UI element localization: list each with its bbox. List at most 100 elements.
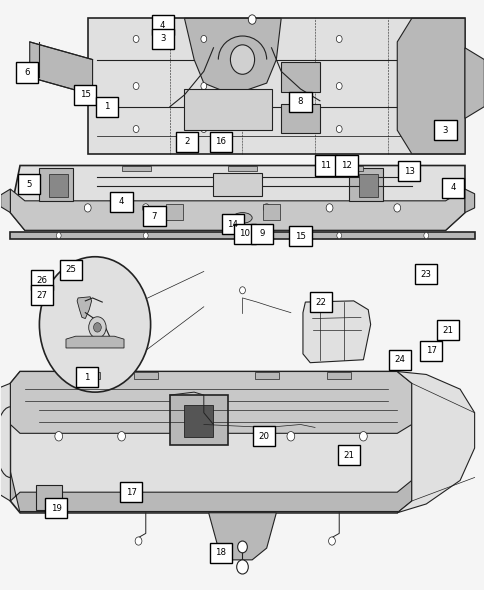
FancyBboxPatch shape xyxy=(250,224,272,244)
Circle shape xyxy=(135,537,142,545)
Polygon shape xyxy=(396,18,464,154)
Text: 23: 23 xyxy=(420,270,431,279)
FancyBboxPatch shape xyxy=(17,174,40,194)
FancyBboxPatch shape xyxy=(143,206,165,226)
Text: 12: 12 xyxy=(340,161,351,170)
Text: 17: 17 xyxy=(125,488,136,497)
Polygon shape xyxy=(0,189,10,212)
Circle shape xyxy=(239,287,245,294)
Circle shape xyxy=(56,232,61,238)
FancyBboxPatch shape xyxy=(121,166,151,171)
Circle shape xyxy=(287,431,294,441)
Text: 9: 9 xyxy=(258,230,264,238)
FancyBboxPatch shape xyxy=(221,214,243,234)
Polygon shape xyxy=(184,18,281,95)
Circle shape xyxy=(118,431,125,441)
FancyBboxPatch shape xyxy=(213,172,261,196)
FancyBboxPatch shape xyxy=(151,15,173,35)
Polygon shape xyxy=(10,471,411,513)
Text: 16: 16 xyxy=(215,137,226,146)
FancyBboxPatch shape xyxy=(434,120,456,140)
FancyBboxPatch shape xyxy=(74,85,96,105)
FancyBboxPatch shape xyxy=(388,350,410,370)
FancyBboxPatch shape xyxy=(326,372,350,379)
Circle shape xyxy=(236,560,248,574)
FancyBboxPatch shape xyxy=(397,162,420,181)
Text: 15: 15 xyxy=(294,232,305,241)
FancyBboxPatch shape xyxy=(175,132,197,152)
Polygon shape xyxy=(464,189,474,212)
FancyBboxPatch shape xyxy=(253,426,275,446)
FancyBboxPatch shape xyxy=(309,292,331,312)
FancyBboxPatch shape xyxy=(166,204,183,220)
Circle shape xyxy=(335,35,341,42)
Text: 7: 7 xyxy=(151,212,157,221)
FancyBboxPatch shape xyxy=(227,166,257,171)
Text: 21: 21 xyxy=(441,326,453,335)
Circle shape xyxy=(133,83,139,90)
FancyBboxPatch shape xyxy=(209,543,231,563)
FancyBboxPatch shape xyxy=(337,445,359,465)
Text: 14: 14 xyxy=(227,220,238,229)
Polygon shape xyxy=(464,48,484,119)
Polygon shape xyxy=(30,42,92,95)
Circle shape xyxy=(240,232,244,238)
FancyBboxPatch shape xyxy=(436,320,458,340)
Circle shape xyxy=(142,204,149,212)
FancyBboxPatch shape xyxy=(281,104,319,133)
FancyBboxPatch shape xyxy=(441,178,463,198)
Circle shape xyxy=(423,232,428,238)
FancyBboxPatch shape xyxy=(45,498,67,518)
Circle shape xyxy=(328,537,334,545)
FancyBboxPatch shape xyxy=(35,484,61,510)
Polygon shape xyxy=(0,384,10,501)
FancyBboxPatch shape xyxy=(151,29,173,49)
FancyBboxPatch shape xyxy=(96,97,118,117)
FancyBboxPatch shape xyxy=(184,405,213,437)
FancyBboxPatch shape xyxy=(262,204,279,220)
Circle shape xyxy=(335,83,341,90)
Polygon shape xyxy=(208,513,276,560)
Text: 8: 8 xyxy=(297,97,302,106)
FancyBboxPatch shape xyxy=(76,368,98,388)
Text: 25: 25 xyxy=(65,265,76,274)
Circle shape xyxy=(39,257,151,392)
Circle shape xyxy=(237,541,247,553)
FancyBboxPatch shape xyxy=(30,285,53,305)
FancyBboxPatch shape xyxy=(16,63,38,83)
FancyBboxPatch shape xyxy=(254,372,278,379)
Text: 13: 13 xyxy=(403,167,414,176)
FancyBboxPatch shape xyxy=(419,341,441,361)
Text: 18: 18 xyxy=(215,548,226,558)
Text: 3: 3 xyxy=(442,126,447,135)
Polygon shape xyxy=(10,232,474,239)
FancyBboxPatch shape xyxy=(281,63,319,92)
FancyBboxPatch shape xyxy=(30,270,53,290)
FancyBboxPatch shape xyxy=(333,166,363,171)
FancyBboxPatch shape xyxy=(49,174,68,196)
FancyBboxPatch shape xyxy=(289,92,311,112)
Circle shape xyxy=(230,45,254,74)
FancyBboxPatch shape xyxy=(334,156,357,175)
Polygon shape xyxy=(10,166,464,230)
Polygon shape xyxy=(66,336,124,348)
Circle shape xyxy=(326,204,332,212)
Text: 4: 4 xyxy=(160,21,165,30)
Text: 4: 4 xyxy=(119,198,124,206)
Text: 10: 10 xyxy=(239,230,250,238)
FancyBboxPatch shape xyxy=(233,224,256,244)
FancyBboxPatch shape xyxy=(60,260,82,280)
Text: 19: 19 xyxy=(51,504,61,513)
FancyBboxPatch shape xyxy=(314,156,336,175)
Circle shape xyxy=(133,35,139,42)
FancyBboxPatch shape xyxy=(169,395,227,445)
Polygon shape xyxy=(396,372,474,513)
FancyBboxPatch shape xyxy=(76,372,100,379)
Circle shape xyxy=(200,126,206,133)
Circle shape xyxy=(84,204,91,212)
Polygon shape xyxy=(10,189,464,230)
FancyBboxPatch shape xyxy=(289,226,311,246)
Text: 4: 4 xyxy=(449,183,454,192)
FancyBboxPatch shape xyxy=(134,372,158,379)
Text: 15: 15 xyxy=(80,90,91,99)
